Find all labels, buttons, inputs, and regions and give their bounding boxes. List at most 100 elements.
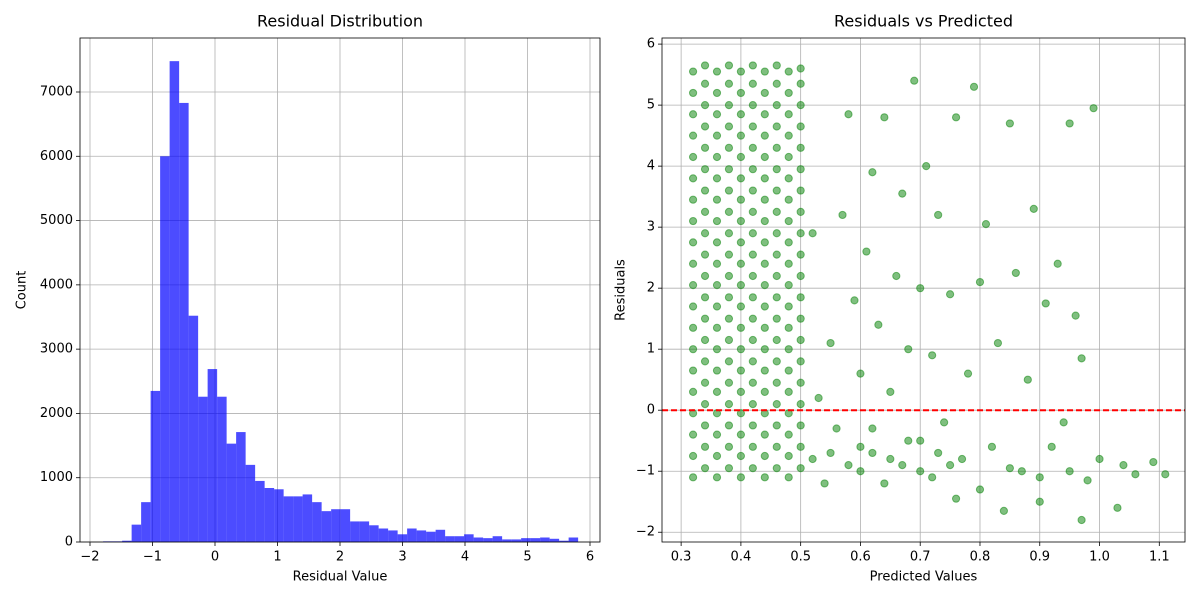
scatter-point bbox=[796, 400, 805, 409]
scatter-point bbox=[700, 101, 710, 110]
scatter-point bbox=[772, 207, 781, 216]
scatter-point bbox=[760, 302, 769, 311]
scatter-point bbox=[748, 421, 757, 430]
scatter-point bbox=[736, 281, 745, 290]
scatter-point bbox=[748, 79, 757, 88]
histogram-bar bbox=[312, 502, 322, 542]
scatter-point bbox=[724, 293, 734, 302]
scatter-point bbox=[688, 473, 698, 482]
scatter-point bbox=[814, 393, 823, 403]
histogram-bar bbox=[255, 480, 265, 542]
scatter-point bbox=[760, 88, 769, 98]
y-tick-label: 4 bbox=[647, 159, 655, 174]
scatter-point bbox=[748, 442, 757, 451]
scatter-point bbox=[916, 436, 925, 445]
scatter-point bbox=[1005, 119, 1014, 128]
x-tick-label: 0 bbox=[211, 550, 219, 565]
scatter-point bbox=[724, 122, 734, 131]
scatter-point bbox=[1047, 442, 1056, 451]
scatter-point bbox=[784, 323, 793, 332]
scatter-point bbox=[724, 250, 734, 259]
scatter-point bbox=[760, 281, 769, 290]
scatter-point bbox=[796, 335, 805, 345]
scatter-point bbox=[880, 113, 889, 122]
y-tick-label: 4000 bbox=[40, 277, 73, 292]
scatter-point bbox=[700, 207, 710, 216]
scatter-point bbox=[772, 293, 781, 302]
scatter-point bbox=[736, 238, 745, 247]
scatter-point bbox=[922, 162, 931, 171]
histogram-bar bbox=[150, 390, 161, 542]
histogram-bar bbox=[445, 536, 455, 542]
histogram-bar bbox=[283, 496, 294, 542]
histogram-bar bbox=[492, 536, 503, 542]
scatter-point bbox=[874, 320, 883, 329]
scatter-point bbox=[712, 110, 722, 119]
histogram-bar bbox=[416, 530, 427, 542]
histogram-bar bbox=[207, 369, 218, 542]
histogram-bar bbox=[369, 525, 379, 542]
scatter-point bbox=[760, 451, 769, 461]
scatter-point bbox=[700, 250, 710, 259]
scatter-point bbox=[772, 378, 781, 387]
scatter-point bbox=[772, 421, 781, 430]
histogram-bar bbox=[378, 528, 389, 542]
scatter-point bbox=[760, 110, 769, 119]
histogram-bar bbox=[397, 534, 408, 542]
x-tick-label: 0.3 bbox=[671, 550, 692, 565]
scatter-point bbox=[796, 122, 805, 131]
plot-frame bbox=[661, 37, 1186, 543]
histogram-bar bbox=[511, 539, 522, 542]
scatter-point bbox=[724, 143, 734, 152]
scatter-point bbox=[772, 165, 781, 174]
scatter-point bbox=[796, 357, 805, 366]
scatter-point bbox=[724, 79, 734, 88]
x-tick-label: 0.8 bbox=[970, 550, 991, 565]
scatter-point bbox=[748, 335, 757, 345]
scatter-point bbox=[838, 210, 847, 220]
histogram-bar bbox=[502, 539, 512, 542]
y-tick-label: 3000 bbox=[40, 342, 73, 357]
scatter-point bbox=[1089, 104, 1098, 113]
scatter-point bbox=[760, 131, 769, 140]
scatter-point bbox=[700, 271, 710, 281]
scatter-point bbox=[784, 302, 793, 311]
scatter-point bbox=[724, 421, 734, 430]
scatter-point bbox=[748, 61, 757, 70]
scatter-point bbox=[940, 418, 949, 427]
scatter-point bbox=[1077, 354, 1086, 363]
scatter-point bbox=[784, 88, 793, 98]
histogram-bar bbox=[245, 464, 256, 542]
histogram-bar bbox=[388, 530, 398, 542]
scatter-point bbox=[688, 259, 698, 268]
scatter-point bbox=[712, 67, 722, 76]
x-tick-label: 1 bbox=[273, 550, 281, 565]
scatter-point bbox=[784, 345, 793, 354]
scatter-point bbox=[724, 464, 734, 473]
scatter-point bbox=[772, 122, 781, 131]
scatter-point bbox=[688, 238, 698, 247]
scatter-point bbox=[712, 152, 722, 162]
scatter-point bbox=[1035, 497, 1044, 506]
histogram-bar bbox=[435, 529, 446, 542]
scatter-point bbox=[951, 494, 961, 503]
scatter-point bbox=[688, 430, 698, 439]
scatter-point bbox=[712, 451, 722, 461]
scatter-point bbox=[1059, 418, 1068, 427]
x-tick-label: 0.9 bbox=[1029, 550, 1050, 565]
scatter-point bbox=[808, 229, 817, 238]
scatter-point bbox=[916, 467, 925, 476]
scatter-point bbox=[796, 250, 805, 259]
scatter-point bbox=[850, 296, 859, 305]
x-tick-label: 4 bbox=[461, 550, 469, 565]
histogram-bar bbox=[160, 156, 170, 543]
scatter-point bbox=[916, 284, 925, 293]
scatter-point bbox=[892, 271, 901, 281]
scatter-point bbox=[748, 143, 757, 152]
scatter-point bbox=[1071, 311, 1080, 320]
scatter-point bbox=[1077, 515, 1086, 525]
scatter-point bbox=[688, 195, 698, 204]
scatter-point bbox=[772, 335, 781, 345]
histogram-bar bbox=[350, 521, 360, 542]
